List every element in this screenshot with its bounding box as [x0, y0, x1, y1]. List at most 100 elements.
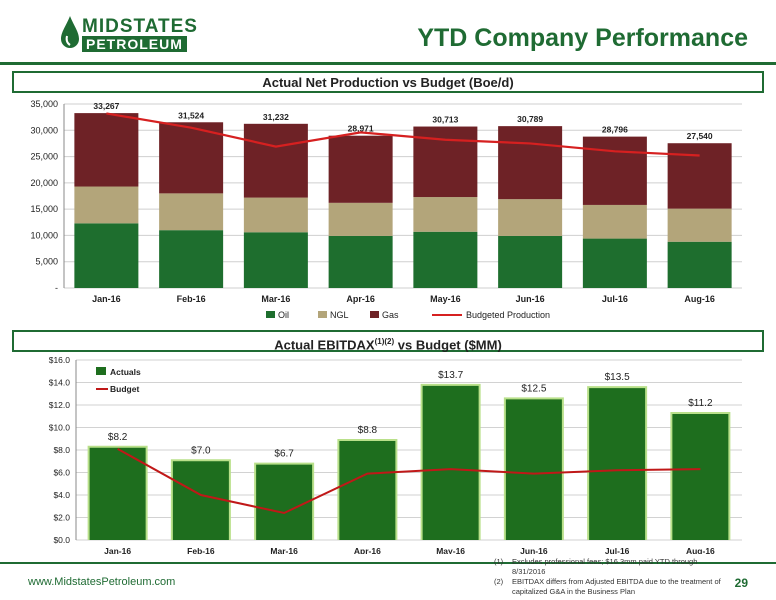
- y-tick-label: 10,000: [30, 230, 58, 240]
- x-tick-label: Jan-16: [92, 294, 121, 304]
- logo-text-top: MIDSTATES: [82, 16, 198, 37]
- y-tick-label: 20,000: [30, 178, 58, 188]
- page-number: 29: [734, 576, 748, 590]
- bar-segment-ngl: [413, 197, 478, 232]
- bar-actual: [339, 441, 396, 540]
- total-label: 33,267: [93, 101, 119, 111]
- legend-swatch-oil: [266, 311, 275, 318]
- budget-line: [106, 112, 700, 157]
- bar-segment-oil: [243, 232, 308, 288]
- bar-actual: [505, 399, 562, 540]
- legend-label-gas: Gas: [382, 310, 399, 320]
- bar-segment-oil: [74, 223, 139, 288]
- bar-segment-gas: [498, 126, 563, 200]
- x-tick-label: Mar-16: [270, 546, 298, 554]
- x-tick-label: Jul-16: [602, 294, 628, 304]
- bar-segment-oil: [667, 241, 732, 288]
- y-tick-label: $8.0: [53, 445, 70, 455]
- bar-actual: [256, 464, 313, 540]
- legend-label-ngl: NGL: [330, 310, 349, 320]
- bar-segment-gas: [159, 122, 224, 194]
- x-tick-label: Feb-16: [177, 294, 206, 304]
- y-tick-label: -: [55, 283, 58, 293]
- y-tick-label: $6.0: [53, 468, 70, 478]
- ebitdax-title-tail: vs Budget ($MM): [394, 337, 502, 353]
- legend-swatch-ngl: [318, 311, 327, 318]
- y-tick-label: 30,000: [30, 125, 58, 135]
- legend-swatch-actuals: [96, 367, 106, 375]
- bar-actual: [172, 461, 229, 540]
- bar-segment-oil: [159, 230, 224, 288]
- oil-drop-icon: [61, 16, 79, 48]
- x-tick-label: May-16: [430, 294, 461, 304]
- bar-segment-oil: [328, 235, 393, 288]
- footnotes: (1) Excludes professional fees; $16.3mm p…: [494, 557, 724, 597]
- bar-segment-ngl: [159, 193, 224, 231]
- bar-segment-ngl: [498, 199, 563, 236]
- total-label: 30,713: [432, 115, 458, 125]
- total-label: 30,789: [517, 114, 543, 124]
- production-chart: - 5,000 10,000 15,000 20,000 25,000 30,000 35,0…: [30, 99, 742, 320]
- production-panel-header: Actual Net Production vs Budget (Boe/d): [12, 71, 764, 93]
- data-label: $12.5: [521, 383, 546, 394]
- bar-segment-ngl: [582, 204, 647, 239]
- budget-line: [117, 448, 701, 515]
- footer-divider: [0, 562, 776, 564]
- x-tick-label: Jul-16: [605, 546, 630, 554]
- bar-segment-oil: [582, 238, 647, 288]
- bar-actual: [89, 447, 146, 540]
- bar-actual: [422, 385, 479, 540]
- data-label: $13.7: [438, 370, 463, 381]
- footnote-2: EBITDAX differs from Adjusted EBITDA due…: [512, 577, 721, 596]
- bar-segment-gas: [328, 135, 393, 203]
- x-tick-label: May-16: [436, 546, 465, 554]
- bar-segment-gas: [74, 113, 139, 187]
- page-title: YTD Company Performance: [417, 24, 748, 52]
- legend-label-budget: Budget: [110, 384, 139, 394]
- bar-segment-gas: [667, 143, 732, 209]
- ebitdax-chart: $0.0 $2.0 $4.0 $6.0 $8.0 $10.0 $12.0 $14.0 $16.0…: [49, 355, 742, 554]
- y-tick-label: 25,000: [30, 152, 58, 162]
- x-tick-label: Jun-16: [516, 294, 545, 304]
- production-panel-title: Actual Net Production vs Budget (Boe/d): [262, 75, 514, 90]
- y-tick-label: $4.0: [53, 490, 70, 500]
- y-tick-label: 5,000: [35, 257, 58, 267]
- logo-text-bottom: PETROLEUM: [82, 36, 187, 52]
- footnote-1: Excludes professional fees; $16.3mm paid…: [512, 557, 698, 576]
- ebitdax-title-sup: (1)(2): [374, 337, 395, 346]
- y-tick-label: 15,000: [30, 204, 58, 214]
- bar-segment-ngl: [667, 208, 732, 242]
- bar-segment-ngl: [328, 202, 393, 236]
- website-link[interactable]: www.MidstatesPetroleum.com: [28, 576, 176, 588]
- data-label: $11.2: [688, 398, 713, 409]
- legend-label-budget: Budgeted Production: [466, 310, 550, 320]
- bar-actual: [672, 414, 729, 540]
- bar-segment-oil: [498, 235, 563, 288]
- x-tick-label: Aug-16: [686, 546, 715, 554]
- y-tick-label: $16.0: [49, 355, 71, 365]
- data-label: $6.7: [274, 449, 294, 460]
- total-label: 31,524: [178, 110, 204, 120]
- company-logo: MIDSTATES PETROLEUM: [60, 14, 197, 54]
- data-label: $8.8: [358, 425, 378, 436]
- footnote-2-num: (2): [494, 577, 504, 586]
- x-tick-label: Feb-16: [187, 546, 215, 554]
- total-label: 27,540: [687, 131, 713, 141]
- x-tick-label: Apr-16: [346, 294, 375, 304]
- y-tick-label: $2.0: [53, 513, 70, 523]
- y-tick-label: 35,000: [30, 99, 58, 109]
- total-label: 28,796: [602, 125, 628, 135]
- bar-segment-ngl: [74, 186, 139, 224]
- data-label: $13.5: [605, 372, 630, 383]
- x-tick-label: Jun-16: [520, 546, 548, 554]
- bar-segment-oil: [413, 231, 478, 288]
- footnote-1-num: (1): [494, 557, 504, 566]
- ebitdax-panel-header: Actual EBITDAX(1)(2) vs Budget ($MM): [12, 330, 764, 352]
- total-label: 31,232: [263, 112, 289, 122]
- bar-segment-gas: [582, 136, 647, 205]
- data-label: $7.0: [191, 445, 211, 456]
- y-tick-label: $12.0: [49, 400, 71, 410]
- bar-segment-gas: [243, 123, 308, 198]
- legend-label-actuals: Actuals: [110, 367, 141, 377]
- legend-label-oil: Oil: [278, 310, 289, 320]
